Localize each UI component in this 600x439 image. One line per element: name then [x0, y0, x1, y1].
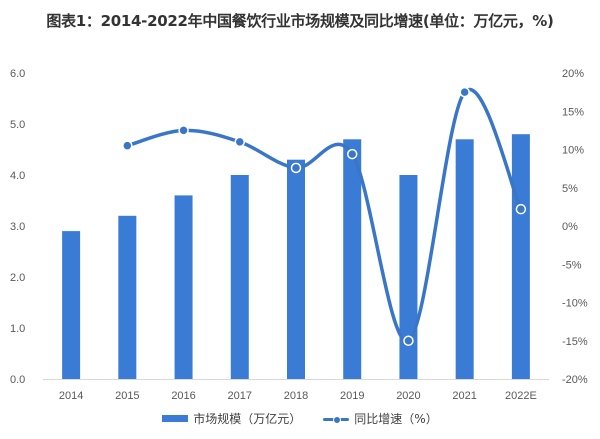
- x-tick: 2016: [171, 390, 195, 402]
- right-y-tick: 20%: [562, 68, 584, 80]
- x-tick: 2015: [115, 390, 139, 402]
- x-axis-labels: 2014 2015 2016 2017 2018 2019 2020 2021 2022E: [59, 390, 537, 402]
- bar: [511, 134, 530, 379]
- right-y-tick: -5%: [562, 259, 582, 271]
- right-y-tick: -10%: [562, 298, 588, 310]
- bar: [287, 159, 305, 379]
- right-y-tick: 10%: [562, 145, 584, 157]
- line-marker: [290, 162, 302, 174]
- line-marker: [515, 203, 527, 215]
- left-y-tick: 3.0: [10, 221, 25, 233]
- legend-label-line: 同比增速（%）: [354, 412, 438, 426]
- left-y-tick: 4.0: [10, 170, 25, 182]
- legend-item-line: 同比增速（%）: [323, 410, 438, 427]
- right-y-tick: 15%: [562, 106, 584, 118]
- x-tick: 2014: [59, 390, 83, 402]
- left-y-tick: 2.0: [10, 272, 25, 284]
- line-marker: [459, 86, 470, 98]
- x-tick: 2017: [228, 390, 252, 402]
- left-y-axis: 0.0 1.0 2.0 3.0 4.0 5.0 6.0: [10, 68, 25, 386]
- bar: [230, 175, 249, 379]
- right-y-tick: -20%: [562, 374, 588, 386]
- bar: [62, 231, 81, 379]
- right-y-axis: -20% -15% -10% -5% 0% 5% 10% 15% 20%: [562, 68, 588, 386]
- bar: [174, 195, 193, 379]
- line-marker: [122, 140, 133, 151]
- left-y-tick: 6.0: [10, 68, 25, 80]
- bar: [118, 215, 137, 379]
- x-tick: 2021: [452, 390, 476, 402]
- line-marker: [178, 125, 189, 136]
- x-tick: 2020: [396, 390, 420, 402]
- right-y-tick: -15%: [562, 336, 588, 348]
- left-y-tick: 0.0: [10, 374, 25, 386]
- right-y-tick: 0%: [562, 221, 578, 233]
- line-marker-swatch-icon: [323, 414, 350, 424]
- right-y-tick: 5%: [562, 183, 578, 195]
- line-series: [122, 86, 527, 346]
- x-tick: 2019: [340, 390, 364, 402]
- bar: [399, 175, 418, 379]
- chart-title: 图表1：2014-2022年中国餐饮行业市场规模及同比增速(单位：万亿元，%): [46, 12, 554, 30]
- left-y-tick: 5.0: [10, 119, 25, 131]
- bar: [455, 139, 474, 379]
- x-tick: 2022E: [505, 390, 537, 402]
- line-marker: [234, 136, 246, 148]
- legend-item-bar: 市场规模（万亿元）: [162, 410, 301, 427]
- legend: 市场规模（万亿元） 同比增速（%）: [0, 410, 600, 427]
- left-y-tick: 1.0: [10, 323, 25, 335]
- bar: [343, 139, 362, 379]
- legend-label-bar: 市场规模（万亿元）: [193, 412, 302, 426]
- line-marker: [403, 335, 414, 346]
- x-tick: 2018: [284, 390, 308, 402]
- line-marker: [346, 148, 358, 160]
- bar-swatch-icon: [162, 415, 189, 422]
